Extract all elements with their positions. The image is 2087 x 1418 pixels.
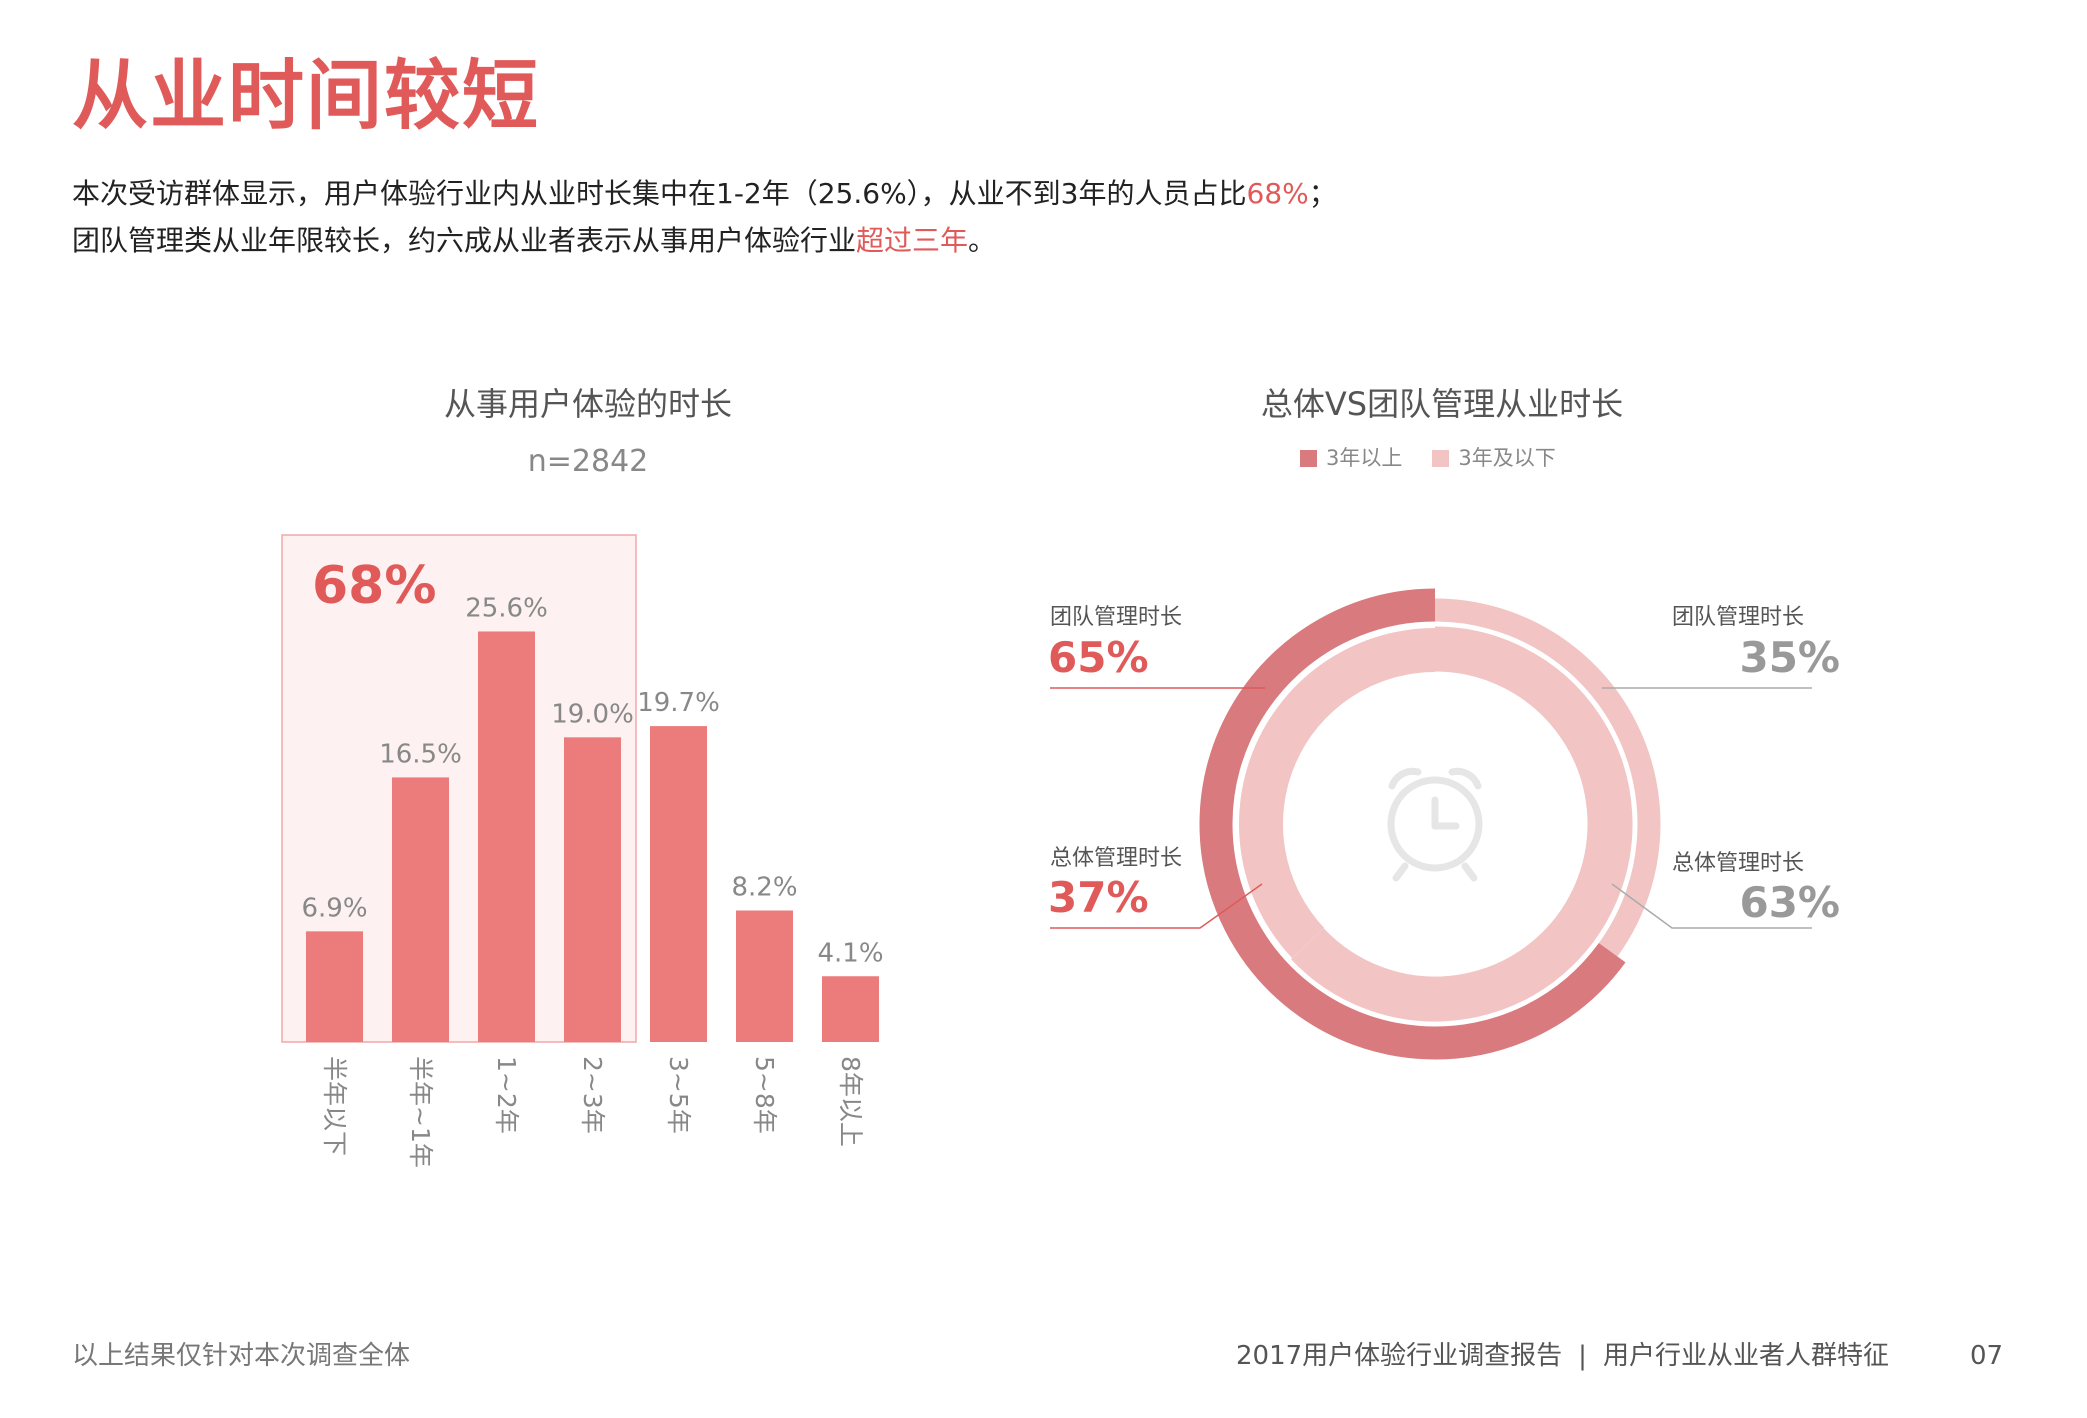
bar-category-label-6: 8年以上 — [836, 1056, 865, 1147]
footer-section: 用户行业从业者人群特征 — [1602, 1341, 1889, 1371]
highlight-percentage: 68% — [312, 556, 436, 616]
bar-chart-sample-size: n=2842 — [527, 444, 649, 479]
page-number: 07 — [1970, 1341, 2004, 1371]
ring-inner-3-or-less — [1291, 626, 1633, 1022]
footer-report-title: 2017用户体验行业调查报告 | 用户行业从业者人群特征 — [1236, 1343, 1889, 1369]
legend-label-3-years-or-less: 3年及以下 — [1458, 446, 1556, 470]
legend-swatch-3-years-or-less — [1432, 450, 1450, 467]
bar-value-label-0: 6.9% — [301, 893, 367, 923]
intro-line-2: 团队管理类从业年限较长，约六成从业者表示从事用户体验行业超过三年。 — [72, 227, 996, 255]
leader-line-overall-3-or-less — [1611, 883, 1812, 929]
bar-0 — [306, 931, 363, 1042]
bar-series: 6.9% 半年以下 16.5% 半年~1年 25.6% 1~2年 19.0% 2~3年 19.7… — [301, 593, 883, 1167]
intro-line-1-text: 本次受访群体显示，用户体验行业内从业时长集中在1-2年（25.6%），从业不到3… — [72, 177, 1247, 210]
intro-line-2-end: 。 — [968, 224, 997, 257]
ring-inner-over-3 — [1239, 628, 1436, 959]
bar-4 — [650, 726, 707, 1042]
bar-category-label-0: 半年以下 — [320, 1056, 349, 1156]
bar-category-label-5: 5~8年 — [750, 1056, 779, 1134]
intro-line-1: 本次受访群体显示，用户体验行业内从业时长集中在1-2年（25.6%），从业不到3… — [72, 180, 1337, 208]
bar-value-label-1: 16.5% — [379, 739, 462, 769]
ring-chart-legend: 3年以上 3年及以下 — [1300, 448, 1556, 469]
legend-swatch-over-3-years — [1300, 450, 1317, 467]
bar-category-label-3: 2~3年 — [578, 1056, 607, 1134]
alarm-clock-icon — [1387, 767, 1483, 882]
footer-separator: | — [1578, 1341, 1587, 1371]
ring-arcs — [1199, 588, 1661, 1060]
bar-chart: 68% 6.9% 半年以下 16.5% 半年~1年 25.6% 1~2年 19.0% 2~3年… — [281, 534, 884, 1168]
annotation-overall-3-or-less-value: 63% — [1739, 878, 1840, 927]
ring-outer-over-3 — [1199, 588, 1626, 1060]
intro-line-2-text: 团队管理类从业年限较长，约六成从业者表示从事用户体验行业 — [72, 224, 857, 257]
bar-category-label-1: 半年~1年 — [406, 1056, 435, 1168]
legend-label-over-3-years: 3年以上 — [1326, 446, 1403, 470]
footer-note: 以上结果仅针对本次调查全体 — [72, 1341, 411, 1371]
annotation-overall-over-3-value: 37% — [1048, 873, 1149, 922]
intro-line-2-highlight: 超过三年 — [856, 224, 969, 257]
bar-5 — [736, 910, 793, 1042]
bar-category-label-2: 1~2年 — [492, 1056, 521, 1134]
bar-3 — [564, 737, 621, 1042]
bar-value-label-2: 25.6% — [465, 593, 548, 623]
annotation-team-3-or-less-value: 35% — [1739, 633, 1840, 682]
bar-value-label-4: 19.7% — [637, 688, 720, 718]
bar-2 — [478, 631, 535, 1042]
bar-value-label-5: 8.2% — [731, 873, 797, 903]
bar-category-label-4: 3~5年 — [664, 1056, 693, 1134]
intro-line-1-end: ； — [1308, 177, 1337, 210]
intro-line-1-highlight: 68% — [1246, 177, 1309, 210]
bar-1 — [392, 777, 449, 1042]
ring-outer-3-or-less — [1434, 598, 1661, 957]
annotation-team-label-left: 团队管理时长 — [1050, 605, 1183, 630]
ring-chart-title: 总体VS团队管理从业时长 — [1260, 385, 1624, 423]
bar-chart-title: 从事用户体验的时长 — [443, 385, 732, 423]
annotation-team-label-right: 团队管理时长 — [1672, 605, 1805, 630]
annotation-overall-label-left: 总体管理时长 — [1050, 846, 1183, 871]
annotation-team-over-3-value: 65% — [1048, 633, 1149, 682]
footer-report: 2017用户体验行业调查报告 — [1236, 1341, 1563, 1371]
page-title: 从业时间较短 — [72, 51, 540, 140]
leader-line-overall-over-3 — [1050, 883, 1263, 929]
bar-value-label-6: 4.1% — [817, 938, 883, 968]
bar-6 — [822, 976, 879, 1042]
ring-chart — [1050, 588, 1812, 1060]
bar-value-label-3: 19.0% — [551, 699, 634, 729]
annotation-overall-label-right: 总体管理时长 — [1672, 851, 1805, 876]
